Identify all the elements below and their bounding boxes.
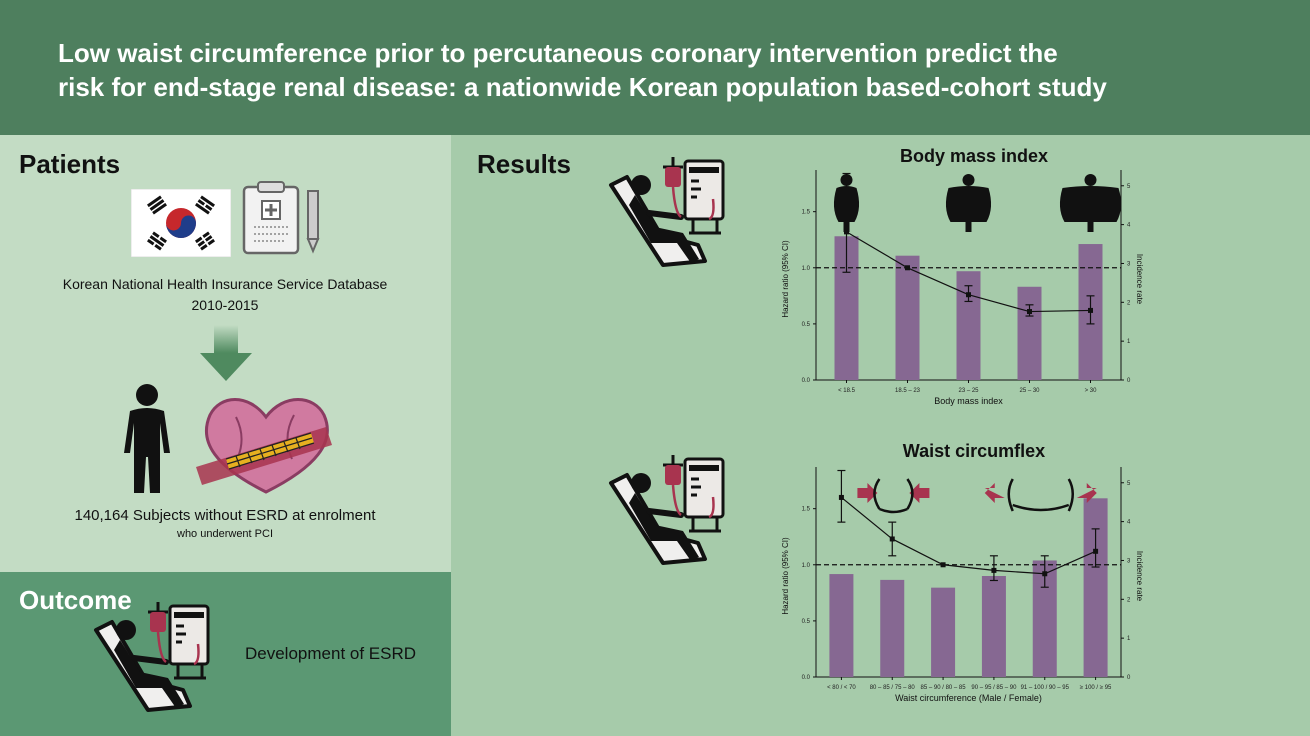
patients-panel: Patients Korean National [0,135,451,572]
page-title: Low waist circumference prior to percuta… [58,36,1178,104]
y2-tick-label: 2 [1127,300,1131,306]
waist-chart: 0.0 0.5 1.0 1.5 0 1 2 3 4 5 < 80 / < 70 80 – 85 / 7… [781,467,1144,703]
incidence-bar [895,255,920,380]
header-banner: Low waist circumference prior to percuta… [0,0,1310,135]
y-axis-label: Hazard ratio (95% CI) [781,240,790,318]
y2-axis-label: Incidence rate [1135,551,1144,602]
down-arrow-icon [200,325,252,381]
hazard-ratio-point [1088,307,1093,313]
hazard-ratio-point [838,494,844,500]
obese-person-icon [1059,174,1122,232]
x-tick-label: 25 – 30 [1019,388,1040,394]
incidence-bar [880,579,905,677]
outcome-text: Development of ESRD [245,644,417,663]
thin-person-icon [833,174,860,232]
incidence-bar [829,574,854,677]
korean-flag-icon [131,189,231,257]
hazard-ratio-point [940,562,946,568]
overweight-person-icon [945,174,992,232]
subjects-caption: 140,164 Subjects without ESRD at enrolme… [74,507,376,524]
x-tick-label: 23 – 25 [958,388,979,394]
title-line-2: risk for end-stage renal disease: a nati… [58,72,1107,102]
y2-tick-label: 1 [1127,636,1131,642]
chart-title: Body mass index [899,146,1049,166]
database-caption: Korean National Health Insurance Service… [62,276,388,292]
years-caption: 2010-2015 [191,297,259,313]
x-tick-label: < 18.5 [838,388,856,394]
incidence-bar [1017,286,1042,380]
subjects-note: who underwent PCI [177,528,273,540]
x-tick-label: 90 – 95 / 85 – 90 [971,685,1017,691]
wide-waist-icon [984,478,1097,512]
x-tick-label: 91 – 100 / 90 – 95 [1021,685,1070,691]
hazard-ratio-point [905,265,910,271]
y2-tick-label: 5 [1127,184,1131,190]
hazard-ratio-point [966,292,971,298]
x-tick-label: < 80 / < 70 [827,685,856,691]
y2-tick-label: 3 [1127,558,1131,564]
x-tick-label: 85 – 90 / 80 – 85 [921,685,967,691]
patients-heading: Patients [19,149,121,179]
outcome-heading: Outcome [19,585,132,615]
dialysis-patient-icon [603,453,743,578]
y-tick-label: 1.5 [802,507,811,513]
x-tick-label: > 30 [1085,388,1098,394]
hazard-ratio-point [889,536,895,542]
outcome-panel: Outcome Development of ESRD [0,572,451,736]
chart-title: Waist circumflex [902,441,1046,461]
y-tick-label: 0.0 [802,675,811,681]
incidence-bar [931,587,956,677]
y2-tick-label: 5 [1127,481,1131,487]
y-tick-label: 1.5 [802,210,811,216]
hazard-ratio-point [1027,309,1032,315]
y2-axis-label: Incidence rate [1135,254,1144,305]
y-tick-label: 1.0 [802,563,811,569]
y2-tick-label: 1 [1127,339,1131,345]
hazard-ratio-line [841,496,1096,575]
y-tick-label: 1.0 [802,266,811,272]
hazard-ratio-point [1093,548,1099,554]
hazard-ratio-point [991,567,997,573]
heart-stent-icon [196,398,332,494]
hazard-ratio-point [1042,571,1048,577]
x-tick-label: ≥ 100 / ≥ 95 [1080,685,1112,691]
x-axis-label: Body mass index [934,396,1003,406]
narrow-waist-icon [857,478,930,514]
incidence-bar [981,576,1006,677]
results-heading: Results [477,149,571,179]
dialysis-patient-icon [603,155,743,280]
y-axis-label: Hazard ratio (95% CI) [781,537,790,615]
y2-tick-label: 4 [1127,520,1131,526]
y-tick-label: 0.5 [802,619,811,625]
y2-tick-label: 0 [1127,378,1131,384]
dialysis-patient-icon [88,600,228,720]
title-line-1: Low waist circumference prior to percuta… [58,38,1058,68]
y2-tick-label: 2 [1127,597,1131,603]
x-axis-label: Waist circumference (Male / Female) [895,693,1042,703]
x-tick-label: 18.5 – 23 [895,388,921,394]
results-panel: Results Body mass index 0.0 0.5 1.0 1.5 0 1 2 3… [451,135,1310,736]
y2-tick-label: 3 [1127,261,1131,267]
person-icon [124,384,170,493]
incidence-bar [1083,498,1108,677]
y2-tick-label: 0 [1127,675,1131,681]
x-tick-label: 80 – 85 / 75 – 80 [870,685,916,691]
y-tick-label: 0.5 [802,322,811,328]
bmi-chart: 0.0 0.5 1.0 1.5 0 1 2 3 4 5 < 18.5 18.5 – 23 23 – 25… [781,170,1144,406]
y-tick-label: 0.0 [802,378,811,384]
clipboard-icon [242,181,320,255]
y2-tick-label: 4 [1127,223,1131,229]
